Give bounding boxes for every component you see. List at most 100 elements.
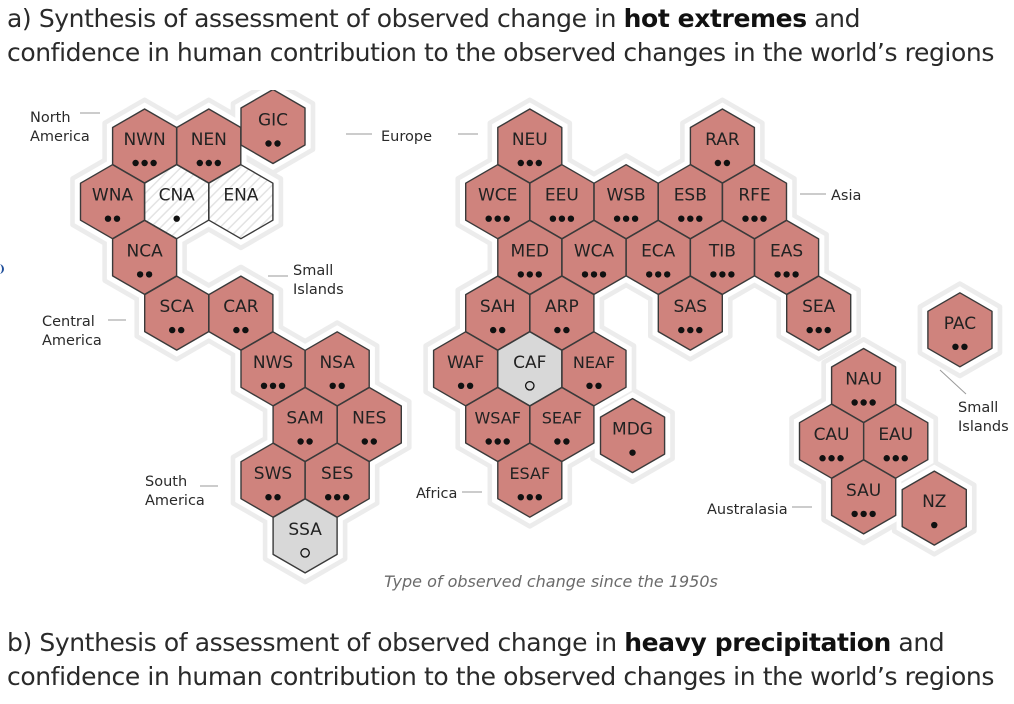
- group-label-central-america: Central America: [42, 314, 102, 349]
- confidence-dot: [526, 271, 533, 278]
- region-nau[interactable]: NAU: [830, 347, 897, 424]
- region-waf[interactable]: WAF: [432, 331, 499, 407]
- region-code: WCE: [478, 186, 517, 206]
- confidence-marker: [173, 215, 180, 222]
- group-label-line: America: [30, 129, 90, 145]
- panel-a-title: a) Synthesis of assessment of observed c…: [7, 2, 994, 70]
- confidence-dot: [150, 159, 157, 167]
- region-sah[interactable]: SAH: [465, 275, 531, 351]
- confidence-dot: [169, 326, 176, 334]
- confidence-dot: [370, 438, 377, 445]
- confidence-marker: [851, 510, 876, 518]
- confidence-dot: [554, 438, 561, 445]
- confidence-dot: [558, 215, 566, 222]
- region-caf[interactable]: CAF: [497, 331, 563, 407]
- confidence-dot: [851, 399, 858, 406]
- region-code: CAU: [814, 425, 850, 445]
- confidence-dot: [145, 271, 153, 278]
- region-sca[interactable]: SCA: [143, 275, 210, 351]
- panel-a-title-line2: confidence in human contribution to the …: [7, 38, 994, 67]
- confidence-dot: [678, 215, 685, 222]
- confidence-dot: [274, 494, 281, 501]
- region-code: WCA: [574, 241, 615, 261]
- region-nsa[interactable]: NSA: [304, 331, 370, 407]
- region-code: PAC: [944, 314, 976, 334]
- region-sea[interactable]: SEA: [786, 275, 852, 351]
- group-label-asia: Asia: [831, 188, 861, 204]
- region-cna[interactable]: CNA: [143, 163, 210, 240]
- region-code: WAF: [447, 353, 484, 373]
- region-ssa[interactable]: SSA: [272, 498, 338, 574]
- confidence-dot: [892, 455, 899, 462]
- region-hexagon: [927, 292, 993, 368]
- region-seaf[interactable]: SEAF: [529, 386, 595, 463]
- confidence-dot: [535, 271, 542, 278]
- confidence-marker: [554, 438, 570, 445]
- confidence-dot: [719, 271, 726, 278]
- group-label-line: Asia: [831, 188, 861, 204]
- group-label-line: America: [42, 333, 102, 349]
- region-sas[interactable]: SAS: [657, 275, 723, 351]
- region-code: ENA: [223, 186, 258, 206]
- confidence-marker: [586, 382, 602, 389]
- confidence-marker: [196, 159, 221, 167]
- confidence-dot: [883, 455, 890, 462]
- region-esaf[interactable]: ESAF: [497, 442, 563, 518]
- region-neaf[interactable]: NEAF: [561, 331, 627, 407]
- confidence-dot: [710, 271, 717, 278]
- region-hexagons: NWN NEN GIC WNA CNA ENA NCA SCA CAR NWS NSA SAM NES S…: [79, 90, 993, 574]
- region-nws[interactable]: NWS: [240, 331, 306, 407]
- region-code: SAU: [846, 481, 881, 501]
- confidence-dot: [567, 215, 575, 222]
- region-code: EAU: [878, 425, 913, 445]
- region-ena[interactable]: ENA: [208, 163, 274, 240]
- region-rfe[interactable]: RFE: [721, 163, 788, 240]
- region-wna[interactable]: WNA: [79, 163, 146, 240]
- confidence-dot: [824, 326, 831, 334]
- region-tib[interactable]: TIB: [689, 219, 756, 296]
- confidence-dot: [696, 215, 703, 222]
- region-esb[interactable]: ESB: [657, 163, 723, 240]
- confidence-marker: [300, 548, 310, 558]
- confidence-dot: [265, 140, 272, 147]
- region-code: SES: [321, 464, 353, 484]
- confidence-dot: [274, 140, 281, 147]
- region-sam[interactable]: SAM: [272, 386, 338, 463]
- confidence-dot: [306, 438, 313, 445]
- region-neu[interactable]: NEU: [497, 108, 563, 184]
- group-label-line: South: [145, 474, 187, 490]
- region-nwn[interactable]: NWN: [111, 108, 178, 184]
- panel-b-title-suffix: and: [898, 628, 945, 657]
- region-code: NAU: [845, 370, 882, 390]
- region-code: NSA: [319, 353, 355, 373]
- region-rar[interactable]: RAR: [689, 108, 756, 184]
- confidence-dot: [361, 438, 368, 445]
- confidence-dot: [742, 215, 749, 222]
- region-gic[interactable]: GIC: [240, 90, 306, 165]
- region-mdg[interactable]: MDG: [599, 397, 666, 474]
- confidence-marker: [554, 326, 570, 334]
- confidence-dot: [723, 159, 731, 167]
- confidence-marker: [485, 215, 510, 222]
- confidence-dot: [178, 326, 185, 334]
- confidence-dot: [526, 159, 533, 167]
- region-med[interactable]: MED: [497, 219, 563, 296]
- region-eau[interactable]: EAU: [863, 403, 929, 479]
- region-code: CAF: [513, 353, 546, 373]
- region-nca[interactable]: NCA: [111, 219, 178, 296]
- confidence-dot: [931, 521, 938, 529]
- confidence-marker: [169, 326, 185, 334]
- confidence-marker: [265, 494, 281, 501]
- group-label-africa: Africa: [416, 486, 457, 502]
- group-label-line: Central: [42, 314, 95, 330]
- confidence-dot: [278, 382, 286, 389]
- confidence-dot: [860, 510, 867, 518]
- confidence-dot: [622, 215, 630, 222]
- confidence-dot: [869, 510, 876, 518]
- region-sau[interactable]: SAU: [830, 459, 897, 535]
- region-ses[interactable]: SES: [304, 442, 370, 518]
- confidence-marker: [490, 326, 506, 334]
- region-pac[interactable]: PAC: [927, 292, 993, 368]
- confidence-dot: [457, 382, 465, 389]
- region-nz[interactable]: NZ: [901, 470, 967, 546]
